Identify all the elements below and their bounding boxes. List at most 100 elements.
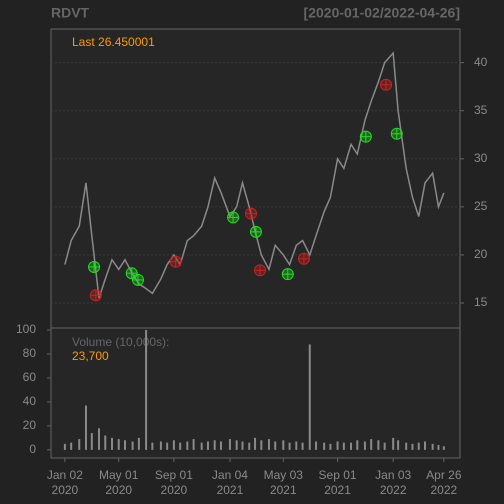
y-tick-label: 100 [16,322,36,336]
signal-marker [249,225,262,238]
y-tick-label: 80 [23,346,37,360]
volume-bar [405,442,408,450]
volume-bar [137,437,140,450]
volume-bar [63,443,66,450]
volume-bar [282,440,285,450]
volume-bar [248,442,251,450]
volume-bar [192,439,195,450]
volume-bar [145,330,148,450]
volume-bar [363,441,366,450]
volume-bar [131,441,134,450]
y-tick-label: 0 [29,442,36,456]
volume-bar [342,442,345,450]
volume-bar [350,442,353,450]
volume-bar [186,441,189,450]
y-tick-label: 35 [474,103,488,117]
y-tick-label: 20 [474,247,488,261]
volume-bar [411,443,414,450]
signal-marker [227,211,240,224]
signal-marker [132,273,145,286]
volume-bar [200,442,203,450]
volume-bar [356,440,359,450]
volume-bar [97,428,100,450]
volume-bar [301,442,304,450]
volume-bar [235,440,238,450]
price-line [64,51,445,299]
date-range: [2020-01-02/2022-04-26] [304,5,460,21]
last-price: Last 26.450001 [72,35,155,49]
volume-bar [104,435,107,450]
x-tick-label: Jan 03 2022 [375,468,412,497]
signal-marker [281,268,294,281]
y-tick-label: 25 [474,199,488,213]
x-tick-label: Sep 01 2021 [318,468,357,497]
signal-marker [88,260,101,273]
y-tick-label: 40 [23,394,37,408]
signal-marker [380,78,393,91]
y-tick-label: 60 [23,370,37,384]
volume-bar [442,446,445,450]
price-panel [50,28,461,329]
volume-bar [90,433,93,450]
signal-marker [169,255,182,268]
volume-bar [213,440,216,450]
volume-bar [219,441,222,450]
volume-bar [274,441,277,450]
x-tick-label: Apr 26 2022 [426,468,462,497]
x-tick-label: May 03 2021 [263,468,303,497]
volume-bar [308,344,311,450]
volume-bar [370,439,373,450]
volume-bar [117,439,120,450]
volume-bar [123,440,126,450]
volume-bar [315,441,318,450]
volume-bar [84,405,87,450]
volume-bar [397,440,400,450]
volume-bar [392,437,395,450]
signal-marker [359,130,372,143]
volume-label: Volume (10,000s): [72,335,169,349]
volume-bar [431,443,434,450]
x-tick-label: Jan 02 2020 [46,468,83,497]
volume-panel [50,327,461,459]
volume-bar [323,442,326,450]
volume-bar [166,442,169,450]
signal-marker [245,207,258,220]
volume-bar [260,440,263,450]
volume-bar [78,439,81,450]
volume-bar [329,443,332,450]
volume-bar [288,442,291,450]
signal-marker [297,252,310,265]
x-tick-label: May 01 2020 [99,468,139,497]
volume-bar [151,442,154,450]
y-tick-label: 15 [474,295,488,309]
volume-bar [383,442,386,450]
y-tick-label: 30 [474,151,488,165]
x-tick-label: Sep 01 2020 [154,468,193,497]
signal-marker [253,264,266,277]
volume-bar [267,439,270,450]
chart-title: RDVT [51,5,90,21]
signal-marker [89,289,102,302]
volume-bar [241,441,244,450]
volume-bar [70,442,73,450]
volume-bar [206,441,209,450]
volume-bar [377,440,380,450]
volume-bar [424,441,427,450]
volume-bar [417,442,420,450]
x-tick-label: Jan 04 2021 [211,468,248,497]
volume-bar [179,442,182,450]
volume-bar [336,441,339,450]
volume-bar [110,437,113,450]
y-tick-label: 40 [474,55,488,69]
volume-bar [228,439,231,450]
volume-bar [159,441,162,450]
signal-marker [390,127,403,140]
volume-bar [437,445,440,450]
volume-bar [172,440,175,450]
volume-bar [295,441,298,450]
volume-bar [254,437,257,450]
volume-last: 23,700 [72,349,109,363]
y-tick-label: 20 [23,418,37,432]
